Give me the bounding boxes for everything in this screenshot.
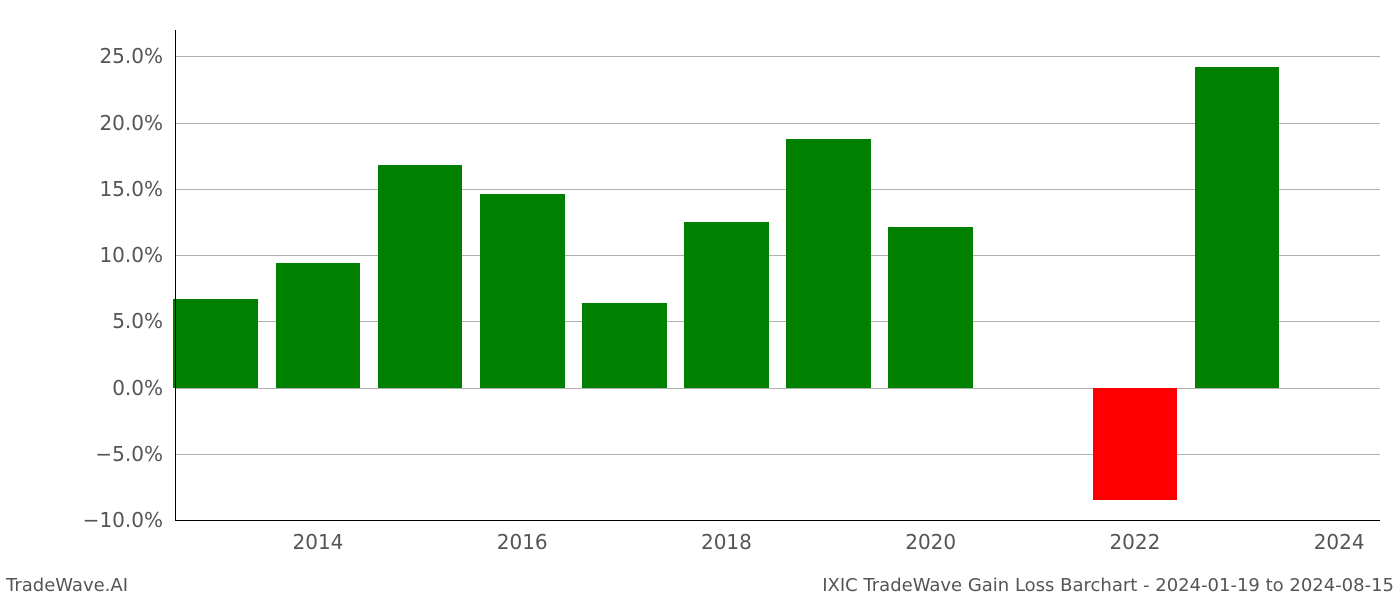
bar — [888, 227, 973, 387]
ytick-label: 15.0% — [99, 177, 175, 201]
y-axis-line — [175, 30, 176, 520]
bar — [1093, 388, 1178, 501]
xtick-label: 2014 — [293, 520, 344, 554]
bar — [684, 222, 769, 388]
ytick-label: 5.0% — [112, 309, 175, 333]
bar — [480, 194, 565, 387]
bar — [276, 263, 361, 387]
ytick-label: −10.0% — [83, 508, 175, 532]
ytick-label: 0.0% — [112, 376, 175, 400]
ytick-label: 25.0% — [99, 44, 175, 68]
gridline — [175, 454, 1380, 455]
bar — [582, 303, 667, 388]
bar — [1195, 67, 1280, 387]
bar — [786, 139, 871, 388]
xtick-label: 2018 — [701, 520, 752, 554]
xtick-label: 2022 — [1109, 520, 1160, 554]
xtick-label: 2024 — [1314, 520, 1365, 554]
bar — [173, 299, 258, 388]
ytick-label: −5.0% — [95, 442, 175, 466]
ytick-label: 20.0% — [99, 111, 175, 135]
xtick-label: 2020 — [905, 520, 956, 554]
x-axis-line — [175, 520, 1380, 521]
bar — [378, 165, 463, 387]
chart-container: −10.0% −5.0% 0.0% 5.0% 10.0% 15.0% 20.0% 25.0% 2… — [0, 0, 1400, 600]
gridline — [175, 56, 1380, 57]
ytick-label: 10.0% — [99, 243, 175, 267]
gridline — [175, 388, 1380, 389]
footer-left-text: TradeWave.AI — [6, 575, 128, 596]
xtick-label: 2016 — [497, 520, 548, 554]
footer-right-text: IXIC TradeWave Gain Loss Barchart - 2024… — [822, 575, 1394, 596]
plot-area: −10.0%−5.0%0.0%5.0%10.0%15.0%20.0%25.0%2… — [175, 30, 1380, 520]
